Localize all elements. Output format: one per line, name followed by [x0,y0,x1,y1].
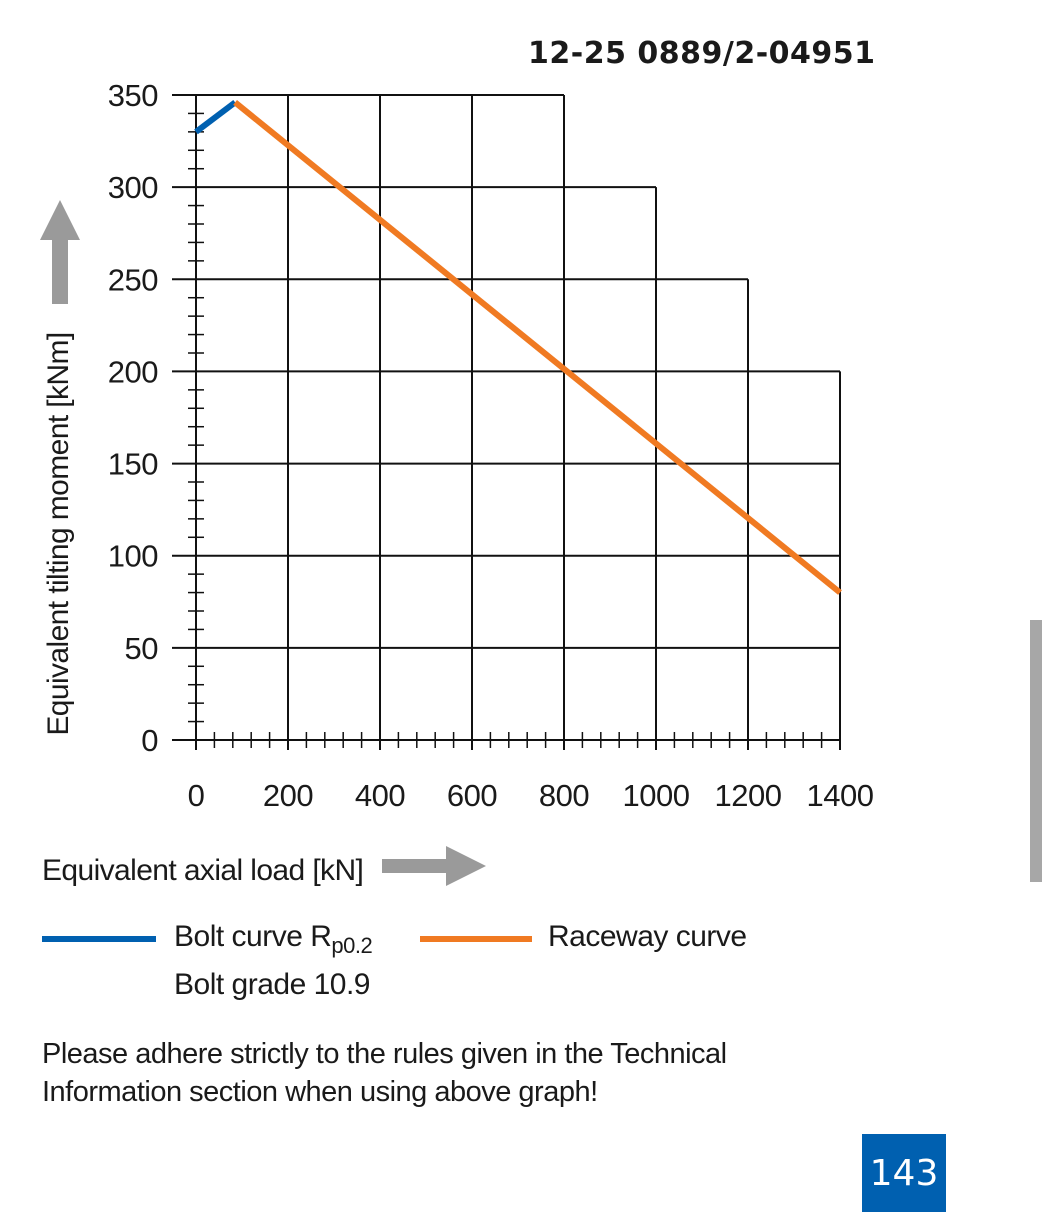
side-tab [1030,620,1042,882]
legend-bolt-subscript: p0.2 [331,933,373,958]
usage-note: Please adhere strictly to the rules give… [42,1038,727,1108]
legend-bolt-grade: Bolt grade 10.9 [174,968,370,1001]
x-tick-label: 1200 [715,778,782,813]
legend-raceway-label: Raceway curve [548,920,747,953]
x-tick-label: 600 [447,778,497,813]
y-tick-label: 250 [108,262,158,297]
x-tick-label: 1000 [623,778,690,813]
x-tick-label: 1400 [807,778,874,813]
y-tick-label: 100 [108,539,158,574]
page-number: 143 [862,1134,946,1212]
x-tick-label: 800 [539,778,589,813]
x-axis-title: Equivalent axial load [kN] [42,854,363,887]
y-tick-label: 0 [141,723,158,758]
raceway-curve-line [233,100,842,595]
grid [172,94,841,750]
x-tick-label: 0 [188,778,205,813]
legend-bolt-label-text: Bolt curve R [174,920,332,953]
axis-labels: 0 50 100 150 200 250 300 350 0 200 400 600 800 1000 12… [108,78,874,813]
y-tick-label: 200 [108,354,158,389]
up-arrow-icon [40,200,80,304]
y-tick-label: 50 [125,631,159,666]
y-tick-label: 350 [108,78,158,113]
document-number: 12-25 0889/2-04951 [528,36,876,71]
y-axis-title: Equivalent tilting moment [kNm] [42,332,75,735]
y-tick-label: 150 [108,447,158,482]
x-tick-label: 400 [355,778,405,813]
legend-bolt-label: Bolt curve Rp0.2 [174,920,373,959]
legend-bolt-swatch [42,936,156,942]
legend-raceway-swatch [420,936,532,942]
bolt-curve-line [194,99,237,135]
series [194,99,842,595]
y-tick-label: 300 [108,170,158,205]
ticks [188,112,823,748]
x-tick-label: 200 [263,778,313,813]
right-arrow-icon [382,846,486,886]
